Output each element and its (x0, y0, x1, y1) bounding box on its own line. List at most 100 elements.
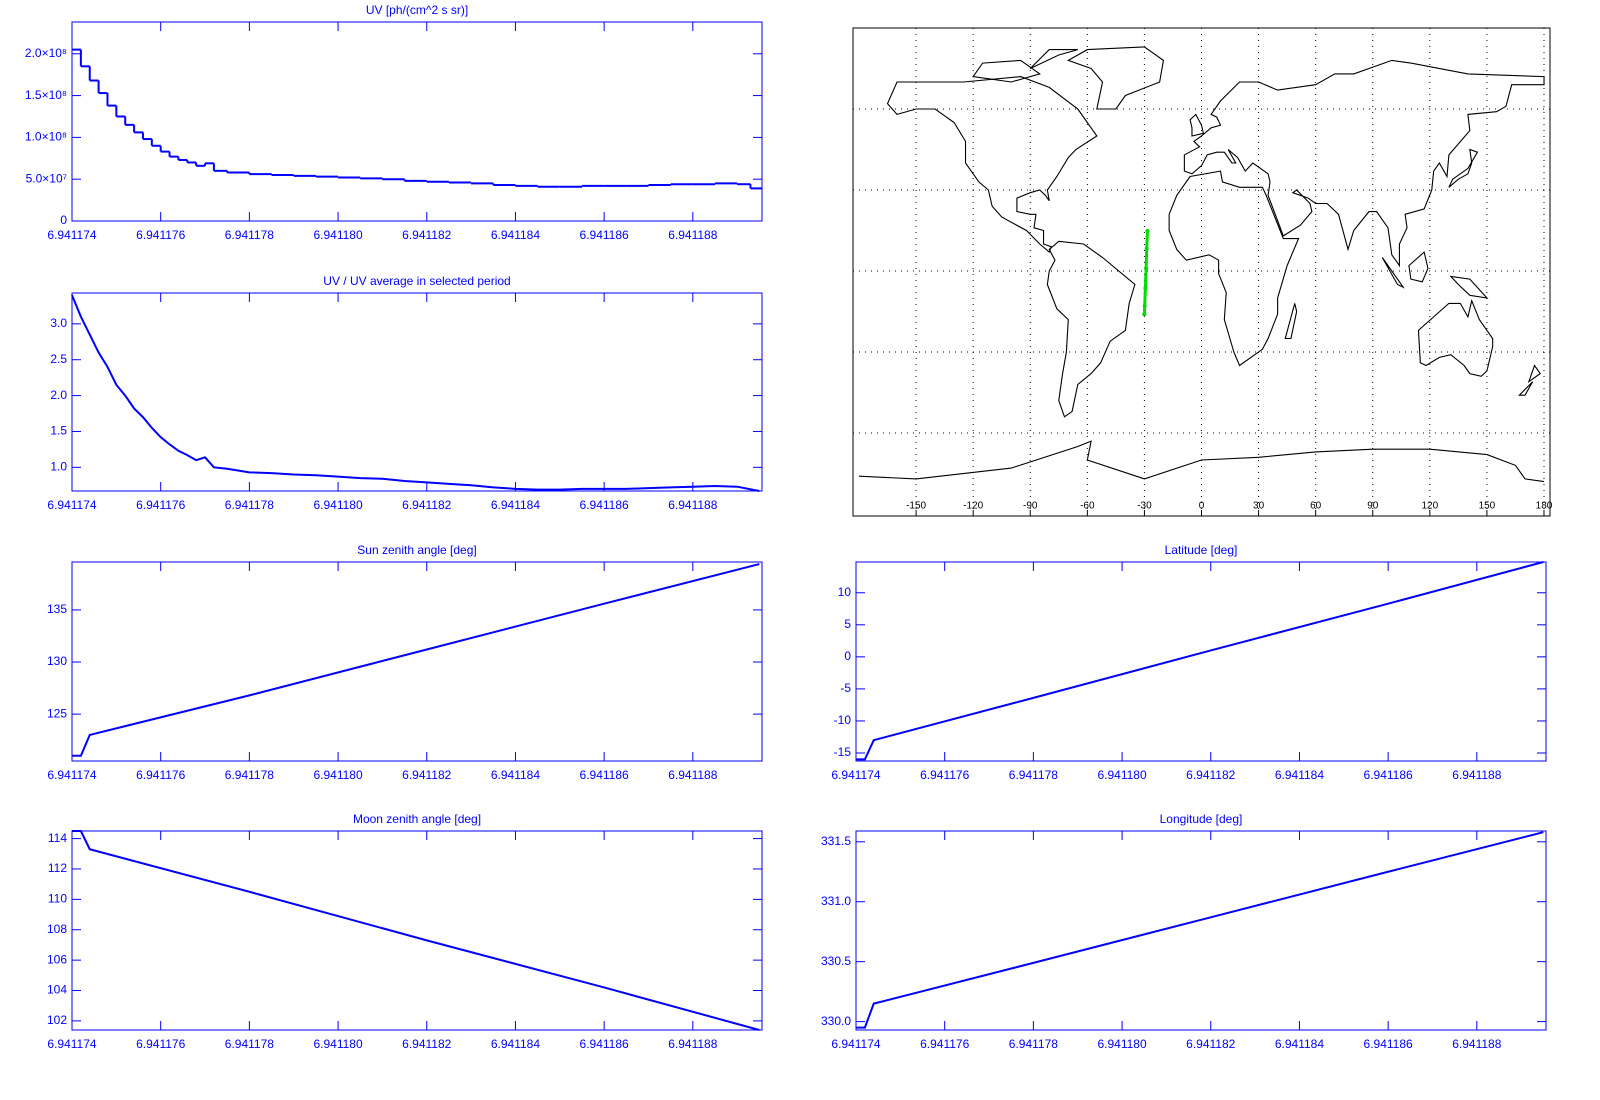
x-tick-label: 6.941180 (1097, 768, 1146, 782)
x-tick-label: 6.941180 (313, 498, 362, 512)
x-tick-label: 6.941178 (1009, 1037, 1058, 1051)
y-tick-label: 114 (48, 831, 67, 845)
x-tick-label: 6.941184 (491, 228, 540, 242)
track-point (1142, 304, 1147, 309)
chart-title: Longitude [deg] (1160, 812, 1243, 826)
y-tick-label: 2.0 (50, 388, 67, 402)
x-tick-label: 6.941186 (1364, 1037, 1413, 1051)
south-america (1047, 241, 1135, 416)
y-tick-label: 112 (48, 861, 67, 875)
x-tick-label: 6.941176 (136, 498, 185, 512)
x-tick-label: 6.941188 (668, 228, 717, 242)
track-point (1142, 312, 1147, 317)
x-tick-label: 6.941182 (402, 1037, 451, 1051)
y-tick-label: 0 (60, 213, 67, 227)
x-tick-label: 6.941174 (47, 768, 96, 782)
y-tick-label: 0 (844, 649, 851, 663)
y-tick-label: 1.5 (50, 424, 67, 438)
y-tick-label: 108 (47, 922, 67, 936)
x-tick-label: 6.941178 (225, 1037, 274, 1051)
data-line (72, 563, 760, 757)
data-line (71, 294, 760, 492)
x-tick-label: -60 (1080, 501, 1095, 512)
y-tick-label: 1.0×10⁸ (25, 130, 67, 144)
x-tick-label: 6.941182 (402, 498, 451, 512)
x-tick-label: 6.941182 (402, 768, 451, 782)
x-tick-label: 6.941186 (580, 768, 629, 782)
x-tick-label: 6.941180 (313, 228, 362, 242)
x-tick-label: 6.941174 (47, 228, 96, 242)
x-tick-label: 6.941188 (1452, 1037, 1501, 1051)
africa (1169, 171, 1298, 365)
x-tick-label: -120 (963, 501, 983, 512)
chart-title: Latitude [deg] (1165, 543, 1238, 557)
y-tick-label: 125 (47, 706, 67, 720)
north-america (888, 77, 1097, 253)
x-tick-label: 6.941186 (580, 1037, 629, 1051)
y-tick-label: -15 (834, 745, 852, 759)
y-tick-label: 130 (47, 654, 67, 668)
track-point (1144, 266, 1149, 271)
y-tick-label: 102 (47, 1013, 67, 1027)
x-tick-label: 6.941186 (1364, 768, 1413, 782)
y-tick-label: 2.0×10⁸ (25, 46, 67, 60)
x-tick-label: 6.941186 (580, 228, 629, 242)
x-tick-label: 6.941184 (1275, 768, 1324, 782)
track-point (1144, 246, 1149, 251)
x-tick-label: 6.941182 (1186, 1037, 1235, 1051)
x-tick-label: -90 (1023, 501, 1038, 512)
x-tick-label: 6.941182 (1186, 768, 1235, 782)
x-tick-label: 6.941180 (313, 768, 362, 782)
australia (1418, 301, 1492, 377)
plot-frame (71, 561, 763, 762)
x-tick-label: 6.941188 (668, 1037, 717, 1051)
chart-title: UV [ph/(cm^2 s sr)] (366, 3, 468, 17)
x-tick-label: 6.941174 (47, 1037, 96, 1051)
greenland (1068, 47, 1163, 109)
x-tick-label: 6.941184 (491, 768, 540, 782)
x-tick-label: 6.941188 (1452, 768, 1501, 782)
coastlines (859, 47, 1544, 482)
track-point (1143, 286, 1148, 291)
x-tick-label: 6.941180 (1097, 1037, 1146, 1051)
x-tick-label: 6.941176 (136, 228, 185, 242)
plot-frame (855, 830, 1547, 1031)
chart-title: UV / UV average in selected period (323, 274, 510, 288)
data-line (72, 830, 760, 1031)
x-tick-label: 6.941176 (920, 768, 969, 782)
x-tick-label: 6.941184 (491, 1037, 540, 1051)
y-tick-label: 331.5 (821, 834, 851, 848)
x-tick-label: 6.941178 (225, 768, 274, 782)
islands (1190, 114, 1540, 395)
y-tick-label: 1.0 (50, 459, 67, 473)
x-tick-label: 6.941178 (225, 498, 274, 512)
chart-title: Sun zenith angle [deg] (357, 543, 476, 557)
y-tick-label: 110 (48, 892, 67, 906)
plot-frame (855, 561, 1547, 762)
x-tick-label: 30 (1253, 501, 1265, 512)
x-tick-label: 6.941182 (402, 228, 451, 242)
y-tick-label: 10 (838, 585, 852, 599)
plot-frame (71, 292, 763, 492)
y-tick-label: -10 (834, 713, 852, 727)
eurasia (1184, 60, 1544, 265)
y-tick-label: 1.5×10⁸ (25, 88, 67, 102)
y-tick-label: 104 (47, 983, 67, 997)
antarctica (859, 441, 1544, 482)
y-tick-label: 135 (47, 602, 67, 616)
x-tick-label: 150 (1479, 501, 1496, 512)
x-tick-label: 6.941178 (1009, 768, 1058, 782)
x-tick-label: 60 (1310, 501, 1322, 512)
x-tick-label: 6.941176 (136, 1037, 185, 1051)
x-tick-label: 6.941184 (491, 498, 540, 512)
arctic-islands (973, 50, 1078, 82)
x-tick-label: -30 (1137, 501, 1152, 512)
data-line (856, 561, 1544, 761)
x-tick-label: 120 (1421, 501, 1438, 512)
x-tick-label: -150 (906, 501, 926, 512)
y-tick-label: 330.0 (821, 1014, 851, 1028)
y-tick-label: 106 (47, 952, 67, 966)
x-tick-label: 6.941174 (47, 498, 96, 512)
x-tick-label: 6.941178 (225, 228, 274, 242)
